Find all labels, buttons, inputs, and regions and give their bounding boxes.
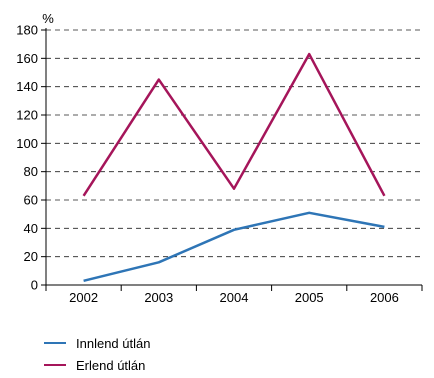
y-tick-label-140: 140 [16,79,38,94]
series-line-0 [83,211,385,283]
y-axis-ticks: 0 20 40 60 80 100 120 140 160 180 [16,23,38,293]
x-tick-label-2005: 2005 [295,290,324,305]
y-tick-label-0: 0 [31,278,38,293]
legend: Innlend útlán Erlend útlán [44,333,150,377]
axes [41,28,423,291]
y-tick-label-120: 120 [16,108,38,123]
x-tick-label-2006: 2006 [370,290,399,305]
legend-swatch-erlend [44,364,66,366]
x-tick-label-2004: 2004 [220,290,249,305]
y-tick-label-80: 80 [24,164,38,179]
y-tick-label-20: 20 [24,249,38,264]
legend-label-innlend: Innlend útlán [76,335,151,351]
y-tick-label-40: 40 [24,221,38,236]
series-lines [82,52,386,283]
series-line-1 [82,52,386,197]
legend-item-innlend: Innlend útlán [44,333,150,353]
y-tick-label-60: 60 [24,193,38,208]
y-tick-label-160: 160 [16,51,38,66]
legend-swatch-innlend [44,342,66,344]
y-axis-unit-label: % [42,11,54,26]
x-tick-label-2002: 2002 [69,290,98,305]
y-tick-label-100: 100 [16,136,38,151]
x-tick-label-2003: 2003 [144,290,173,305]
x-axis-ticks: 2002 2003 2004 2005 2006 [69,290,399,305]
legend-item-erlend: Erlend útlán [44,355,150,375]
legend-label-erlend: Erlend útlán [76,357,146,373]
y-tick-label-180: 180 [16,23,38,38]
